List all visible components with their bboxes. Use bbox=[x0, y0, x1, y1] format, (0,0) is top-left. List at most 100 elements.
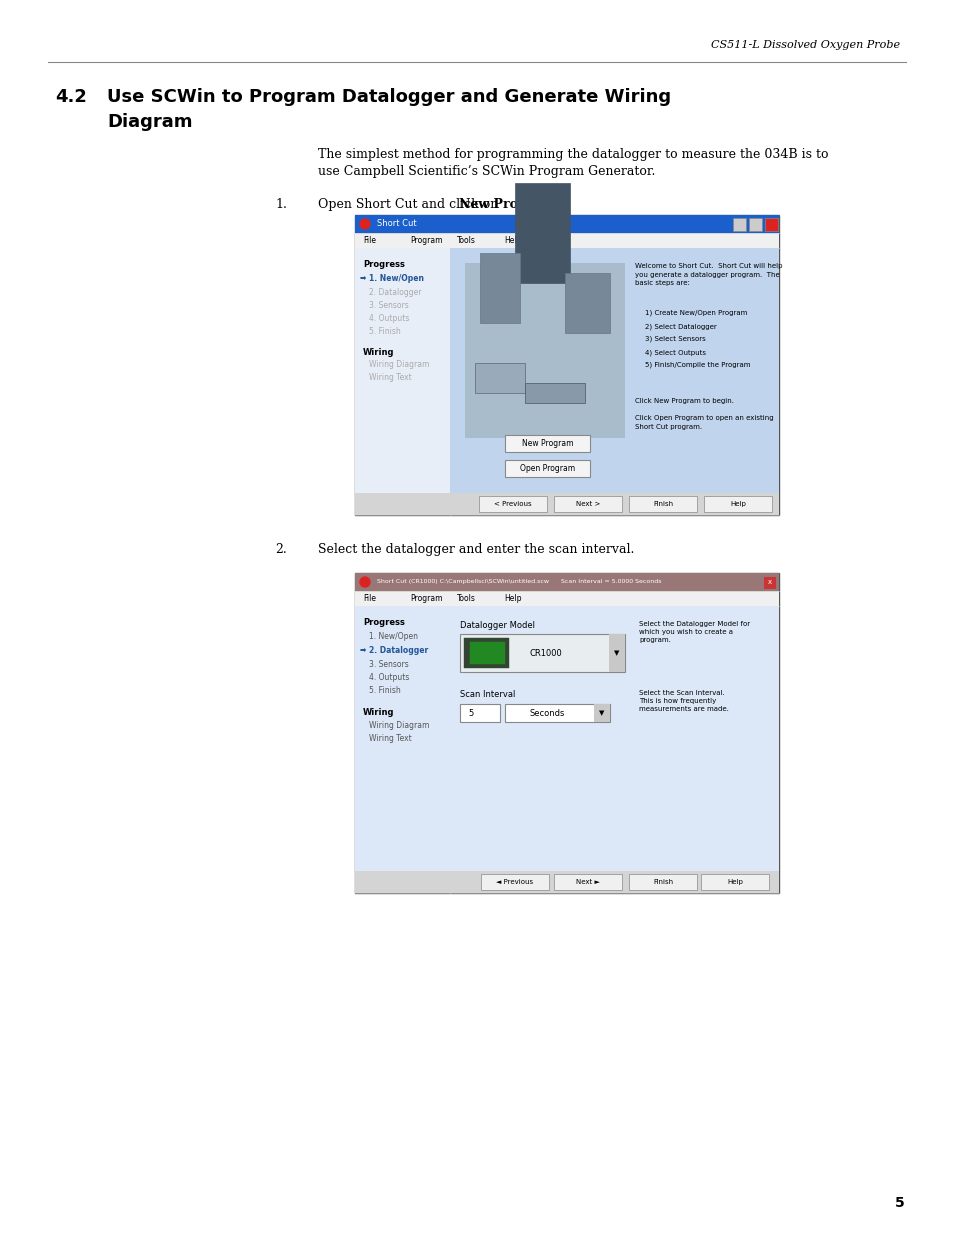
Bar bbox=[355, 215, 779, 515]
Text: Wiring Diagram: Wiring Diagram bbox=[369, 721, 429, 730]
Text: Program: Program bbox=[410, 594, 442, 603]
Bar bbox=[463, 638, 509, 668]
Text: ▼: ▼ bbox=[614, 650, 619, 656]
Bar bbox=[355, 592, 779, 606]
Bar bbox=[355, 871, 779, 893]
Text: use Campbell Scientific’s SCWin Program Generator.: use Campbell Scientific’s SCWin Program … bbox=[317, 165, 655, 178]
Text: Wiring: Wiring bbox=[363, 708, 395, 718]
Text: Wiring: Wiring bbox=[363, 348, 395, 357]
Bar bbox=[355, 606, 450, 893]
Text: Finish: Finish bbox=[652, 879, 673, 885]
Bar bbox=[464, 263, 624, 438]
Text: Diagram: Diagram bbox=[107, 112, 193, 131]
Bar bbox=[504, 704, 609, 722]
Bar bbox=[355, 573, 779, 893]
Bar bbox=[355, 248, 450, 515]
Text: 2.: 2. bbox=[274, 543, 287, 556]
Bar bbox=[628, 874, 697, 890]
Bar bbox=[475, 363, 524, 393]
Text: Short Cut (CR1000) C:\Campbellsci\SCWin\untitled.scw      Scan Interval = 5.0000: Short Cut (CR1000) C:\Campbellsci\SCWin\… bbox=[376, 579, 660, 584]
Text: 5: 5 bbox=[468, 709, 473, 718]
Text: Help: Help bbox=[503, 594, 521, 603]
Text: File: File bbox=[363, 594, 375, 603]
Text: 3. Sensors: 3. Sensors bbox=[369, 659, 408, 669]
Text: New Program: New Program bbox=[459, 198, 555, 211]
Text: Short Cut: Short Cut bbox=[376, 220, 416, 228]
Text: Click New Program to begin.: Click New Program to begin. bbox=[635, 398, 733, 404]
Bar bbox=[450, 248, 779, 515]
Bar bbox=[504, 435, 589, 452]
Bar bbox=[478, 496, 546, 513]
Bar bbox=[764, 219, 778, 231]
Text: 5. Finish: 5. Finish bbox=[369, 685, 400, 695]
Text: Program: Program bbox=[410, 236, 442, 245]
Bar bbox=[355, 573, 779, 592]
Text: Datalogger Model: Datalogger Model bbox=[459, 621, 535, 630]
Bar bbox=[554, 874, 621, 890]
Text: 4. Outputs: 4. Outputs bbox=[369, 673, 409, 682]
Text: Tools: Tools bbox=[456, 594, 476, 603]
Text: CR1000: CR1000 bbox=[530, 648, 562, 657]
Bar bbox=[524, 383, 584, 403]
Text: Help: Help bbox=[503, 236, 521, 245]
Text: Finish: Finish bbox=[652, 501, 673, 508]
Bar bbox=[515, 183, 569, 283]
Bar bbox=[504, 459, 589, 477]
Bar bbox=[459, 634, 624, 672]
Bar bbox=[762, 576, 775, 589]
Bar bbox=[732, 219, 745, 231]
Text: 3. Sensors: 3. Sensors bbox=[369, 301, 408, 310]
Text: Select the Datalogger Model for
which you wish to create a
program.: Select the Datalogger Model for which yo… bbox=[639, 621, 749, 643]
Text: ◄ Previous: ◄ Previous bbox=[496, 879, 533, 885]
Text: .: . bbox=[527, 198, 531, 211]
Bar bbox=[564, 273, 609, 333]
Text: Progress: Progress bbox=[363, 261, 404, 269]
Text: 3) Select Sensors: 3) Select Sensors bbox=[644, 336, 705, 342]
Circle shape bbox=[359, 577, 370, 587]
Bar bbox=[355, 493, 779, 515]
Text: Welcome to Short Cut.  Short Cut will help
you generate a datalogger program.  T: Welcome to Short Cut. Short Cut will hel… bbox=[635, 263, 781, 287]
Bar bbox=[480, 874, 548, 890]
Circle shape bbox=[359, 219, 370, 228]
Text: 4.2: 4.2 bbox=[55, 88, 87, 106]
Bar bbox=[608, 634, 624, 672]
Text: ➡ 1. New/Open: ➡ 1. New/Open bbox=[359, 274, 423, 283]
Bar bbox=[355, 215, 779, 233]
Text: Open Program: Open Program bbox=[519, 464, 575, 473]
Text: x: x bbox=[766, 579, 771, 585]
Bar bbox=[700, 874, 768, 890]
Text: Wiring Diagram: Wiring Diagram bbox=[369, 359, 429, 369]
Text: < Previous: < Previous bbox=[494, 501, 531, 508]
Text: Select the Scan Interval.
This is how frequently
measurements are made.: Select the Scan Interval. This is how fr… bbox=[639, 690, 728, 713]
Bar bbox=[450, 606, 779, 893]
Text: 5) Finish/Compile the Program: 5) Finish/Compile the Program bbox=[644, 362, 750, 368]
Text: 4) Select Outputs: 4) Select Outputs bbox=[644, 350, 705, 356]
Text: ▼: ▼ bbox=[598, 710, 604, 716]
Text: CS511-L Dissolved Oxygen Probe: CS511-L Dissolved Oxygen Probe bbox=[710, 40, 899, 49]
Text: 2. Datalogger: 2. Datalogger bbox=[369, 288, 421, 296]
Text: Seconds: Seconds bbox=[530, 709, 565, 718]
Text: Help: Help bbox=[726, 879, 742, 885]
Text: 5. Finish: 5. Finish bbox=[369, 327, 400, 336]
Text: 1.: 1. bbox=[274, 198, 287, 211]
Text: Tools: Tools bbox=[456, 236, 476, 245]
Text: Next ►: Next ► bbox=[576, 879, 599, 885]
Text: Open Short Cut and click on: Open Short Cut and click on bbox=[317, 198, 501, 211]
Text: 5: 5 bbox=[894, 1195, 904, 1210]
Bar bbox=[703, 496, 771, 513]
Text: The simplest method for programming the datalogger to measure the 034B is to: The simplest method for programming the … bbox=[317, 148, 827, 161]
Bar bbox=[355, 233, 779, 248]
Text: Click Open Program to open an existing
Short Cut program.: Click Open Program to open an existing S… bbox=[635, 415, 773, 430]
Bar bbox=[748, 219, 761, 231]
Text: New Program: New Program bbox=[521, 438, 573, 448]
Bar bbox=[594, 704, 609, 722]
Text: Select the datalogger and enter the scan interval.: Select the datalogger and enter the scan… bbox=[317, 543, 634, 556]
Text: File: File bbox=[363, 236, 375, 245]
Text: Next >: Next > bbox=[576, 501, 599, 508]
Text: Wiring Text: Wiring Text bbox=[369, 373, 412, 382]
Bar bbox=[554, 496, 621, 513]
Text: 1) Create New/Open Program: 1) Create New/Open Program bbox=[644, 310, 746, 316]
Bar bbox=[628, 496, 697, 513]
Text: 1. New/Open: 1. New/Open bbox=[369, 632, 417, 641]
Bar bbox=[470, 642, 504, 664]
